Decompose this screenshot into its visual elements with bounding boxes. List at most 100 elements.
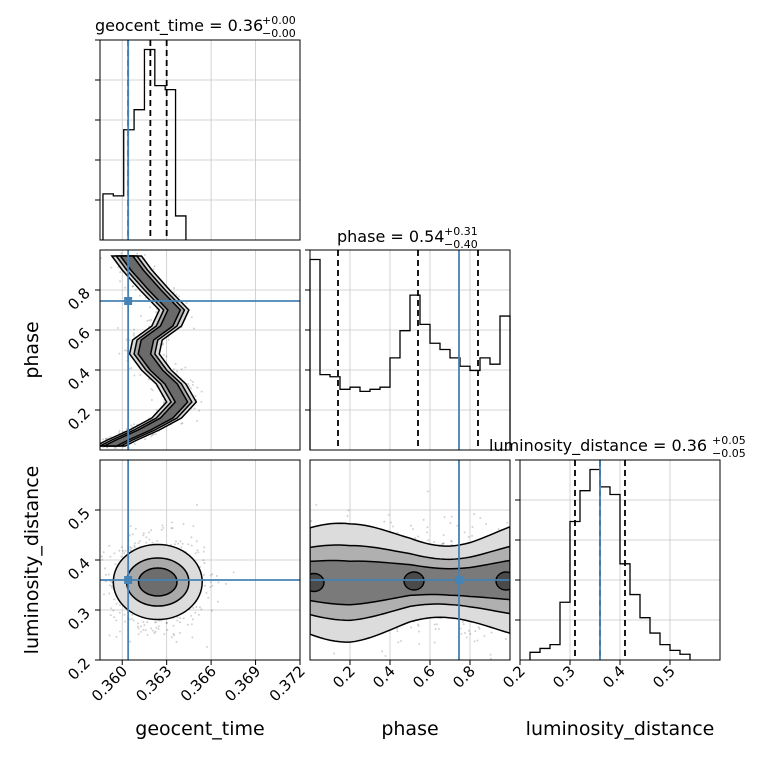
sample-point bbox=[462, 623, 465, 626]
sample-point bbox=[116, 327, 119, 330]
sample-point bbox=[411, 528, 414, 531]
xlabel-luminosity-distance: luminosity_distance bbox=[526, 718, 715, 740]
sample-point bbox=[188, 385, 191, 388]
sample-point bbox=[450, 539, 453, 542]
sample-point bbox=[113, 616, 116, 619]
sample-point bbox=[147, 531, 150, 534]
sample-point bbox=[396, 531, 399, 534]
ytick-label-luminosity_distance-2: 0.4 bbox=[64, 554, 94, 584]
sample-point bbox=[176, 619, 179, 622]
sample-point bbox=[131, 533, 134, 536]
sample-point bbox=[210, 581, 213, 584]
xtick-label-luminosity_distance-3: 0.5 bbox=[649, 662, 679, 692]
xtick-label-geocent_time-2: 0.366 bbox=[177, 662, 220, 705]
xtick-label-geocent_time-0: 0.360 bbox=[88, 662, 131, 705]
hist-geocent_time-frame bbox=[99, 39, 301, 241]
sample-point bbox=[160, 528, 163, 531]
sample-point bbox=[155, 621, 158, 624]
sample-point bbox=[139, 630, 142, 633]
xtick-label-geocent_time-1: 0.363 bbox=[132, 662, 175, 705]
density-peak-0 bbox=[310, 572, 325, 593]
sample-point bbox=[154, 311, 157, 314]
sample-point bbox=[165, 355, 168, 358]
sample-point bbox=[132, 619, 135, 622]
sample-point bbox=[172, 287, 175, 290]
sample-point bbox=[145, 536, 148, 539]
xtick-label-phase-0: 0.2 bbox=[329, 662, 359, 692]
sample-point bbox=[124, 620, 127, 623]
sample-point bbox=[477, 626, 480, 629]
sample-point bbox=[217, 581, 220, 584]
sample-point bbox=[205, 645, 208, 648]
sample-point bbox=[417, 535, 420, 538]
sample-point bbox=[191, 380, 194, 383]
sample-point bbox=[232, 571, 235, 574]
xtick-label-luminosity_distance-1: 0.3 bbox=[549, 662, 579, 692]
sample-point bbox=[114, 563, 117, 566]
sample-point bbox=[154, 433, 157, 436]
sample-point bbox=[473, 513, 476, 516]
panel-luminosity_distance-vs-geocent_time bbox=[95, 459, 301, 665]
sample-point bbox=[209, 574, 212, 577]
sample-point bbox=[146, 633, 149, 636]
sample-point bbox=[178, 621, 181, 624]
ytick-label-phase-0: 0.2 bbox=[64, 404, 94, 434]
sample-point bbox=[132, 423, 135, 426]
sample-point bbox=[115, 602, 118, 605]
sample-point bbox=[180, 368, 183, 371]
sample-point bbox=[142, 532, 145, 535]
sample-point bbox=[133, 546, 136, 549]
sample-point bbox=[104, 573, 107, 576]
sample-point bbox=[426, 490, 429, 493]
xtick-label-luminosity_distance-0: 0.2 bbox=[499, 662, 529, 692]
hist-step-phase bbox=[309, 258, 511, 450]
sample-point bbox=[187, 623, 190, 626]
sample-point bbox=[146, 621, 149, 624]
sample-point bbox=[139, 315, 142, 318]
sample-point bbox=[196, 420, 199, 423]
sample-point bbox=[175, 370, 178, 373]
hist-panel-geocent_time bbox=[95, 39, 301, 241]
sample-point bbox=[456, 524, 459, 527]
sample-point bbox=[112, 609, 115, 612]
sample-point bbox=[181, 542, 184, 545]
sample-point bbox=[467, 629, 470, 632]
sample-point bbox=[110, 584, 113, 587]
sample-point bbox=[490, 631, 493, 634]
panel-phase-vs-geocent_time bbox=[93, 249, 301, 451]
xlabel-geocent-time: geocent_time bbox=[135, 718, 264, 740]
sample-point bbox=[151, 541, 154, 544]
sample-point bbox=[467, 535, 470, 538]
sample-point bbox=[474, 630, 477, 633]
sample-point bbox=[142, 534, 145, 537]
sample-point bbox=[144, 438, 147, 441]
sample-point bbox=[129, 546, 132, 549]
sample-point bbox=[124, 286, 127, 289]
sample-point bbox=[119, 271, 122, 274]
sample-point bbox=[148, 538, 151, 541]
sample-point bbox=[134, 288, 137, 291]
truth-marker bbox=[124, 576, 133, 584]
sample-point bbox=[172, 632, 175, 635]
sample-point bbox=[129, 640, 132, 643]
sample-point bbox=[422, 518, 425, 521]
sample-point bbox=[134, 542, 137, 545]
sample-point bbox=[93, 438, 95, 440]
sample-point bbox=[150, 388, 153, 391]
sample-point bbox=[441, 542, 444, 545]
xtick-label-phase-3: 0.8 bbox=[449, 662, 479, 692]
sample-point bbox=[128, 534, 131, 537]
sample-point bbox=[450, 540, 453, 543]
sample-point bbox=[132, 328, 135, 331]
sample-point bbox=[175, 293, 178, 296]
sample-point bbox=[133, 443, 136, 446]
sample-point bbox=[176, 616, 179, 619]
sample-point bbox=[130, 367, 133, 370]
sample-point bbox=[203, 584, 206, 587]
sample-point bbox=[450, 515, 453, 518]
sample-point bbox=[133, 374, 136, 377]
sample-point bbox=[163, 353, 166, 356]
sample-point bbox=[435, 623, 438, 626]
sample-point bbox=[190, 623, 193, 626]
sample-point bbox=[196, 386, 199, 389]
